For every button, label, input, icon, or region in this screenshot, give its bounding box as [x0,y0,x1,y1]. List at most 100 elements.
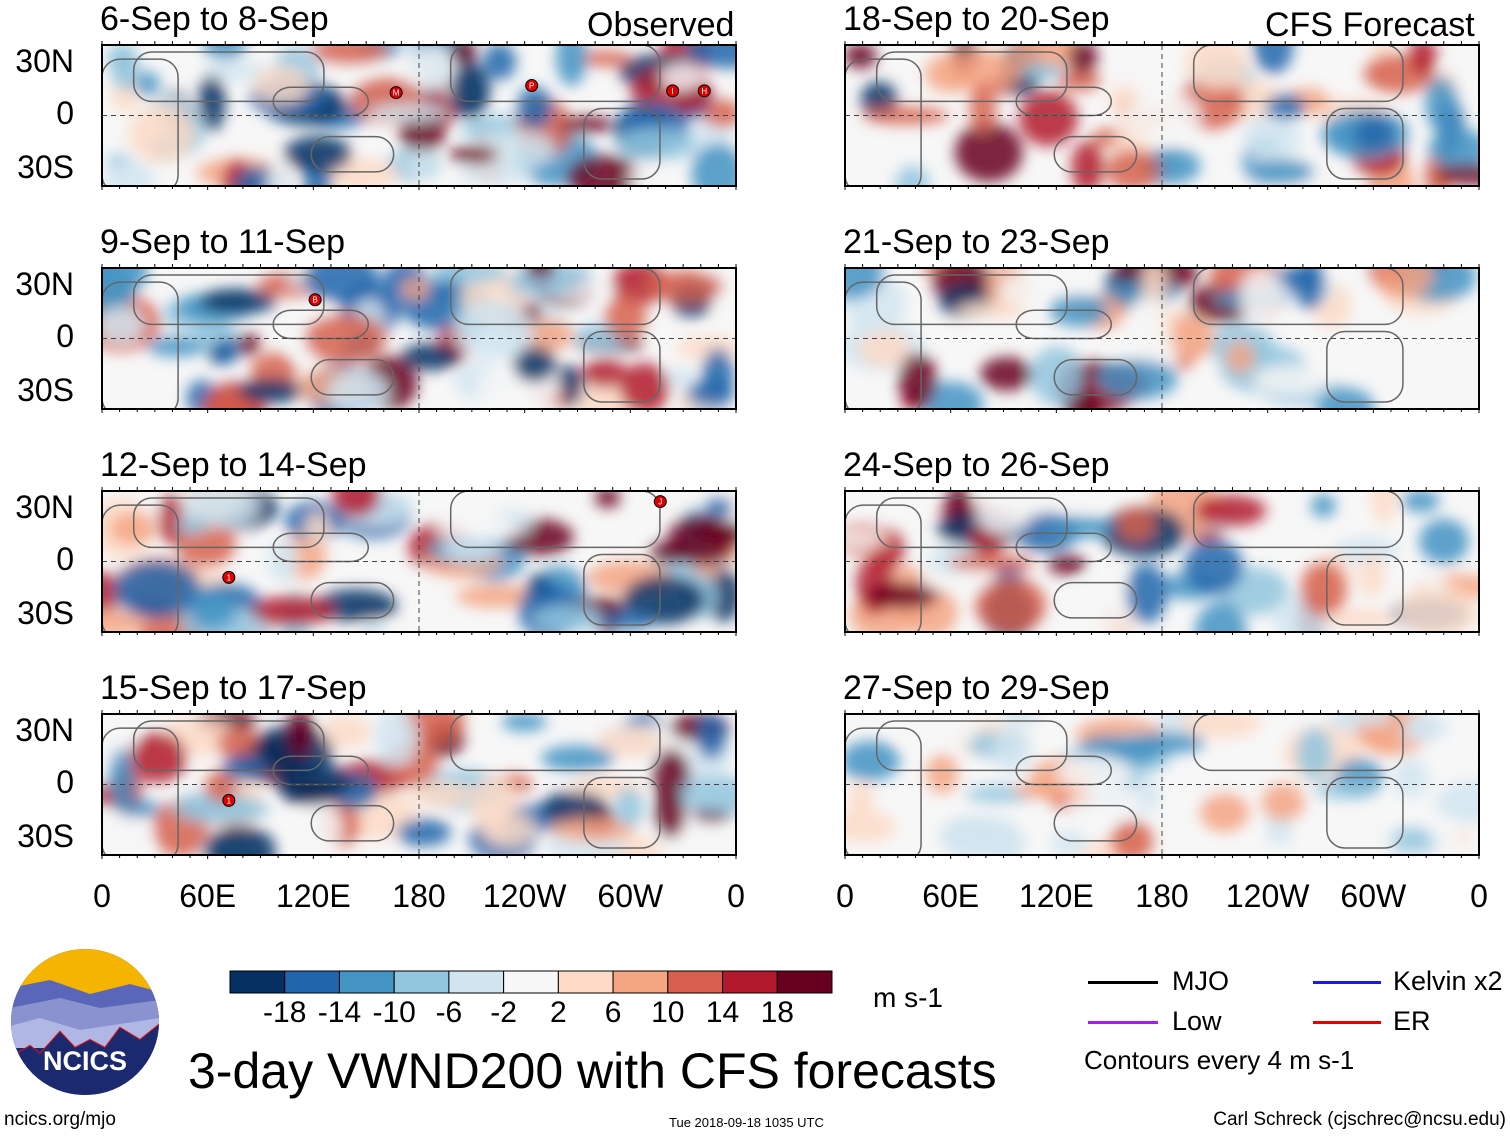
coastline [102,281,179,409]
wind-anomaly-blob [859,330,910,368]
wind-anomaly-blob [1180,714,1262,739]
colorbar-swatch [393,970,450,994]
wind-anomaly-blob [456,584,537,608]
wind-anomaly-blob [845,810,896,843]
coastline [132,274,325,326]
coastline [1326,776,1404,849]
wind-anomaly-blob [402,46,461,90]
wind-anomaly-blob [599,610,656,630]
wind-anomaly-blob [401,278,430,300]
storm-id: 1 [227,796,232,805]
coastline [449,491,661,549]
wind-anomaly-blob [360,620,387,632]
coastline [310,135,395,173]
wind-anomaly-blob [102,609,147,632]
wind-anomaly-blob [687,379,735,406]
legend-swatch-low [1088,1021,1158,1024]
logo-text: NCICS [43,1046,127,1076]
colorbar [229,970,833,994]
wind-anomaly-blob [1116,506,1156,541]
coastline [449,268,661,326]
wind-anomaly-blob [939,814,1022,855]
map-panel: B [101,264,737,413]
colorbar-swatch [338,970,395,994]
wind-anomaly-blob [1300,561,1347,617]
wind-anomaly-blob [594,491,621,509]
wind-anomaly-blob [1194,495,1267,527]
wind-anomaly-blob [304,268,380,304]
wind-anomaly-blob [1125,297,1165,339]
colorbar-label: 6 [604,996,622,1029]
wind-anomaly-blob [558,116,615,133]
wind-anomaly-blob [1021,62,1065,80]
lon-tick-label: 0 [836,878,854,914]
footer-url[interactable]: ncics.org/mjo [4,1109,116,1130]
lon-tick-label: 120W [1225,878,1310,914]
legend-swatch-mjo [1088,981,1158,984]
tropical-cyclone-marker: H [697,84,711,98]
wind-anomaly-blob [276,761,352,806]
wind-anomaly-blob [845,268,884,300]
wind-anomaly-blob [190,584,237,630]
wind-anomaly-blob [476,130,556,168]
coastline [875,720,1068,772]
lat-tick-label: 30S [17,595,74,631]
wind-anomaly-blob [450,62,490,118]
lon-tick-label: 180 [1135,878,1189,914]
coastline [845,281,922,409]
colorbar-label: 2 [550,996,567,1029]
wind-anomaly-blob [1012,782,1086,799]
wind-anomaly-blob [1002,714,1041,726]
wind-anomaly-blob [1199,792,1250,832]
wind-anomaly-blob [203,61,272,82]
wind-anomaly-blob [1261,783,1305,822]
wind-anomaly-blob [1244,158,1315,186]
map-panel [844,710,1480,859]
wind-anomaly-blob [251,595,335,627]
units-label: m s-1 [873,982,943,1013]
wind-anomaly-blob [1312,818,1396,855]
wind-anomaly-blob [102,812,134,843]
coastline [875,497,1068,549]
coastline [1053,581,1138,619]
panel-title: 27-Sep to 29-Sep [843,669,1110,707]
wind-anomaly-blob [521,318,574,352]
wind-anomaly-blob [957,300,1026,318]
coastline [1192,268,1404,326]
wind-anomaly-blob [679,775,736,815]
wind-anomaly-blob [448,146,498,164]
coastline [1053,135,1138,173]
map-panel: J1 [101,487,737,636]
coastline [875,51,1068,103]
wind-anomaly-blob [1401,491,1440,513]
wind-anomaly-blob [1424,76,1458,131]
wind-anomaly-blob [440,538,499,562]
wind-anomaly-blob [481,811,536,848]
colorbar-label: -10 [372,996,416,1029]
coastline [1192,45,1404,103]
lon-tick-label: 120W [482,878,567,914]
wind-anomaly-blob [367,103,449,122]
wind-anomaly-blob [180,491,260,528]
wind-anomaly-blob [1125,563,1168,623]
wind-anomaly-blob [1110,820,1154,855]
wind-anomaly-blob [705,497,734,518]
wind-anomaly-blob [1394,714,1448,742]
wind-anomaly-blob [147,336,206,357]
coastline [132,720,325,772]
legend-label-mjo: MJO [1172,966,1229,996]
coastline [583,107,661,180]
storm-id: I [671,87,673,96]
wind-anomaly-blob [969,82,997,133]
wind-anomaly-blob [327,370,389,409]
wind-anomaly-blob [582,359,628,389]
wind-anomaly-blob [1259,843,1295,855]
wind-anomaly-blob [176,517,208,535]
lon-tick-label: 60E [179,878,237,914]
wind-anomaly-blob [407,149,435,181]
panel-title: 15-Sep to 17-Sep [100,669,367,707]
wind-anomaly-blob [438,268,508,283]
colorbar-swatch [667,970,724,994]
wind-anomaly-blob [622,575,706,625]
lat-tick-label: 30N [15,266,74,302]
